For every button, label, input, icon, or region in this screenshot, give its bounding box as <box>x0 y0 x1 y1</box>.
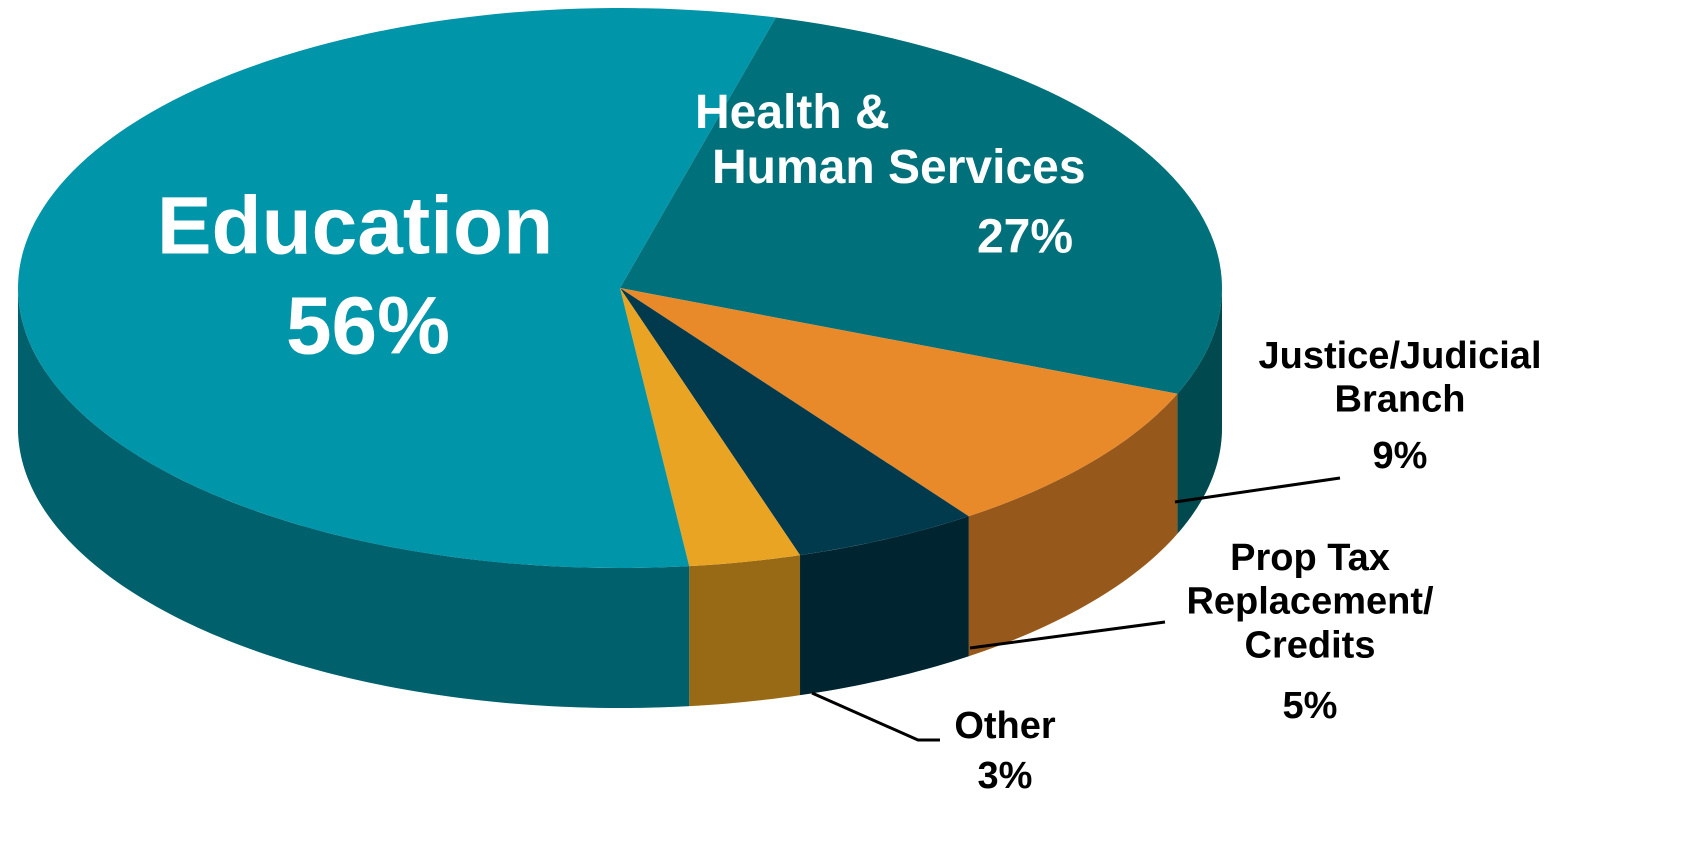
slice-side-shade <box>18 288 690 708</box>
slice-label: Health & Human Services <box>695 86 1086 194</box>
slice-side-shade <box>800 516 969 696</box>
value-label: 9% <box>1373 435 1428 477</box>
slice-label: Justice/Judicial Branch <box>1258 335 1541 421</box>
slice <box>620 288 1178 517</box>
slice-side <box>1177 288 1222 534</box>
slice-side-shade <box>689 555 801 707</box>
slice <box>620 17 1222 394</box>
value-label: 27% <box>977 211 1073 264</box>
slice <box>620 288 969 556</box>
value-label: 5% <box>1283 685 1338 727</box>
value-label: 3% <box>978 755 1033 797</box>
leader-line <box>811 691 940 742</box>
slice-label: Prop Tax Replacement/Credits <box>1186 537 1434 666</box>
slice-side <box>968 393 1178 657</box>
slice-label: Education <box>157 181 553 272</box>
slice-side-shade <box>968 393 1178 657</box>
slice <box>620 288 801 567</box>
leader-line <box>969 620 1166 650</box>
slice-side-shade <box>1177 288 1222 534</box>
slice-side <box>800 516 969 696</box>
slice-side <box>18 288 690 708</box>
value-label: 56% <box>286 281 450 372</box>
leader-line <box>1174 476 1341 504</box>
slice <box>17 7 776 568</box>
slice-label: Other <box>954 705 1056 747</box>
slice-side <box>689 555 801 707</box>
